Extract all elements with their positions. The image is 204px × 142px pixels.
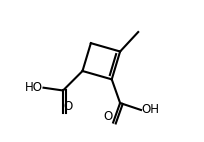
Text: OH: OH <box>142 103 160 116</box>
Text: HO: HO <box>25 81 43 94</box>
Text: O: O <box>64 100 73 113</box>
Text: O: O <box>103 110 112 123</box>
